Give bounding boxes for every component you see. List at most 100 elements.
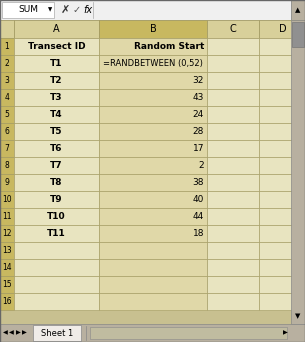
Bar [207, 38, 259, 55]
Text: ✗: ✗ [60, 5, 70, 15]
Bar [0, 38, 14, 55]
Bar [207, 276, 259, 293]
Bar [259, 55, 305, 72]
Text: Transect ID: Transect ID [28, 42, 85, 51]
Text: 14: 14 [2, 263, 12, 272]
Bar [0, 123, 14, 140]
Bar [99, 191, 207, 208]
Text: T8: T8 [50, 178, 63, 187]
Bar [0, 259, 14, 276]
Bar [0, 0, 291, 20]
Text: Random Start: Random Start [134, 42, 204, 51]
Text: 13: 13 [2, 246, 12, 255]
Bar [99, 208, 207, 225]
Text: 12: 12 [2, 229, 12, 238]
Text: 40: 40 [193, 195, 204, 204]
Bar [99, 276, 207, 293]
Text: ▶: ▶ [22, 330, 26, 336]
Text: ◀: ◀ [3, 330, 7, 336]
Text: ▶: ▶ [16, 330, 20, 336]
Bar [207, 72, 259, 89]
Bar [99, 174, 207, 191]
Text: T1: T1 [50, 59, 63, 68]
Text: Sheet 1: Sheet 1 [41, 329, 73, 338]
Bar [14, 89, 99, 106]
Bar [207, 293, 259, 310]
Bar [291, 20, 305, 324]
Bar [33, 325, 81, 341]
Text: 16: 16 [2, 297, 12, 306]
Bar [259, 174, 305, 191]
Bar [207, 89, 259, 106]
Text: 44: 44 [193, 212, 204, 221]
Bar [14, 20, 99, 38]
Text: fx: fx [84, 5, 92, 15]
Bar [0, 20, 14, 38]
Bar [207, 55, 259, 72]
Text: T10: T10 [47, 212, 66, 221]
Bar [207, 225, 259, 242]
Text: T7: T7 [50, 161, 63, 170]
Bar [259, 276, 305, 293]
Text: T11: T11 [47, 229, 66, 238]
Text: ◀: ◀ [9, 330, 13, 336]
Bar [259, 191, 305, 208]
Text: 5: 5 [5, 110, 9, 119]
Text: ▲: ▲ [295, 7, 301, 13]
Bar [14, 38, 99, 55]
Bar [0, 225, 14, 242]
Bar [0, 174, 14, 191]
Text: B: B [150, 24, 156, 34]
Bar [207, 140, 259, 157]
Bar [14, 293, 99, 310]
Text: 2: 2 [198, 161, 204, 170]
Bar [259, 140, 305, 157]
Bar [14, 276, 99, 293]
Text: 18: 18 [192, 229, 204, 238]
Text: ▶: ▶ [283, 330, 287, 336]
Text: 38: 38 [192, 178, 204, 187]
Bar [0, 89, 14, 106]
Bar [99, 157, 207, 174]
Text: 32: 32 [193, 76, 204, 85]
Bar [14, 123, 99, 140]
Text: 9: 9 [5, 178, 9, 187]
Bar [14, 259, 99, 276]
Bar [207, 242, 259, 259]
Bar [0, 140, 14, 157]
Bar [99, 123, 207, 140]
Bar [0, 324, 305, 342]
Text: 8: 8 [5, 161, 9, 170]
Text: ▼: ▼ [295, 313, 301, 319]
Bar [2, 2, 54, 18]
Text: 11: 11 [2, 212, 12, 221]
Bar [99, 106, 207, 123]
Bar [99, 242, 207, 259]
Bar [291, 0, 305, 20]
Text: 17: 17 [192, 144, 204, 153]
Bar [207, 20, 259, 38]
Bar [259, 293, 305, 310]
Bar [0, 276, 14, 293]
Text: ✓: ✓ [73, 5, 81, 15]
Bar [99, 20, 207, 38]
Text: 4: 4 [5, 93, 9, 102]
Bar [14, 242, 99, 259]
Text: 43: 43 [193, 93, 204, 102]
Bar [259, 106, 305, 123]
Text: 6: 6 [5, 127, 9, 136]
Text: ▼: ▼ [48, 8, 52, 13]
Bar [14, 157, 99, 174]
Text: 7: 7 [5, 144, 9, 153]
Bar [14, 174, 99, 191]
Text: T5: T5 [50, 127, 63, 136]
Bar [0, 72, 14, 89]
Bar [99, 140, 207, 157]
Bar [90, 327, 287, 339]
Text: 10: 10 [2, 195, 12, 204]
Text: T9: T9 [50, 195, 63, 204]
Bar [207, 174, 259, 191]
Bar [259, 123, 305, 140]
Bar [259, 20, 305, 38]
Text: 15: 15 [2, 280, 12, 289]
